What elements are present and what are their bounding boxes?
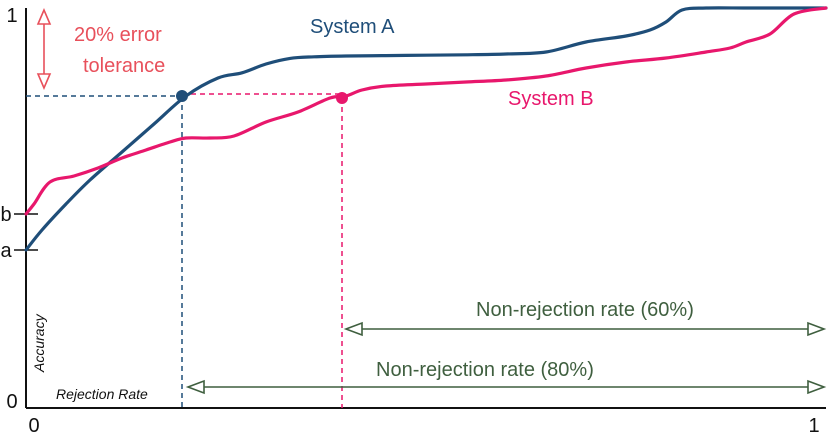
y-marker-label-b: b	[0, 204, 11, 226]
tolerance-arrowhead-up	[36, 7, 52, 25]
tolerance-label-line-2: tolerance	[83, 55, 165, 77]
y-tick-1: 1	[6, 5, 17, 27]
range-60-annotation: Non-rejection rate (60%)	[343, 299, 827, 337]
y-tick-0: 0	[6, 391, 17, 413]
x-tick-0: 0	[28, 415, 39, 435]
y-marker-label-a: a	[0, 240, 12, 262]
series-label-system-a: System A	[310, 16, 395, 38]
point-system-a	[176, 90, 188, 102]
tolerance-label-line-1: 20% error	[74, 24, 162, 46]
range-60-label: Non-rejection rate (60%)	[476, 299, 694, 321]
error-tolerance-annotation: 20% error tolerance	[36, 7, 165, 91]
range-60-arrowhead-left	[343, 321, 363, 337]
tolerance-arrowhead-down	[36, 73, 52, 91]
range-80-arrowhead-left	[185, 379, 205, 395]
point-system-b	[336, 92, 348, 104]
range-80-label: Non-rejection rate (80%)	[376, 359, 594, 381]
range-60-arrowhead-right	[807, 321, 827, 337]
x-tick-1: 1	[808, 415, 819, 435]
x-axis-label: Rejection Rate	[56, 386, 148, 402]
y-axis-label: Accuracy	[31, 313, 47, 373]
range-80-arrowhead-right	[807, 379, 827, 395]
range-80-annotation: Non-rejection rate (80%)	[185, 359, 827, 395]
series-line-system-b	[24, 6, 828, 216]
series-label-system-b: System B	[508, 88, 594, 110]
series-line-system-a	[24, 6, 828, 252]
